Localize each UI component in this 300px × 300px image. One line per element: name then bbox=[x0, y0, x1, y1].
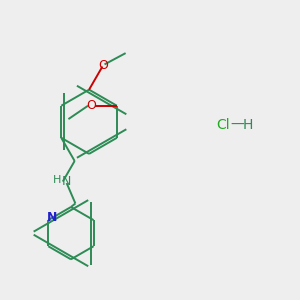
Text: —: — bbox=[230, 118, 244, 132]
Text: H: H bbox=[53, 175, 61, 185]
Text: O: O bbox=[98, 59, 108, 72]
Text: N: N bbox=[62, 175, 71, 188]
Text: N: N bbox=[47, 211, 58, 224]
Text: H: H bbox=[242, 118, 253, 132]
Text: Cl: Cl bbox=[216, 118, 230, 132]
Text: O: O bbox=[87, 99, 97, 112]
